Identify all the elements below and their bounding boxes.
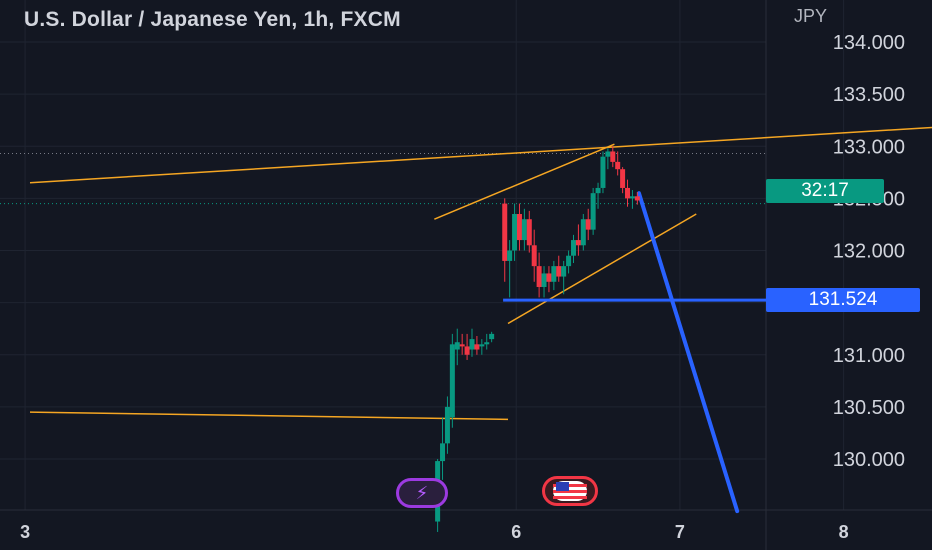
candle-body [595, 187, 601, 194]
candle-body [605, 151, 611, 157]
x-tick-label: 3 [20, 522, 30, 542]
candle-body [449, 344, 455, 418]
us-flag-icon[interactable] [542, 476, 598, 506]
level-price-badge: 131.524 [766, 288, 920, 312]
candle-body [479, 344, 485, 347]
candle-body [459, 344, 465, 347]
trendlines [0, 126, 932, 514]
candle-body [610, 151, 616, 162]
y-tick-label: 131.000 [833, 345, 905, 367]
candle-body [590, 193, 596, 230]
time-axis[interactable]: 3 6 7 8 [20, 522, 849, 542]
trendline-2 [507, 213, 697, 325]
candle-body [512, 214, 518, 251]
candle-body [464, 346, 470, 355]
candles [435, 146, 640, 532]
candle-body [615, 161, 621, 170]
candle-body [526, 219, 532, 246]
candle-body [580, 219, 586, 246]
candle-body [516, 214, 522, 241]
candle-body [531, 245, 537, 267]
candle-body [489, 333, 495, 340]
trendline-long [29, 126, 932, 184]
candle-body [440, 443, 446, 462]
us-flag-icon-graphic [553, 481, 587, 501]
y-tick-label: 133.500 [833, 84, 905, 106]
candle-body [561, 266, 567, 277]
currency-label: JPY [794, 6, 828, 26]
candle-body [546, 273, 552, 282]
y-tick-label: 130.000 [833, 449, 905, 471]
projection-line [636, 191, 740, 514]
candle-body [444, 406, 450, 444]
lightning-icon[interactable]: ⚡ [396, 478, 448, 508]
candle-body [541, 273, 547, 287]
candle-body [469, 339, 475, 350]
candle-body [551, 266, 557, 282]
candle-body [575, 240, 581, 246]
x-tick-label: 8 [839, 522, 849, 542]
candle-body [634, 196, 640, 201]
y-tick-label: 134.000 [833, 32, 905, 54]
candle-body [585, 219, 591, 230]
candle-body [566, 255, 572, 267]
y-tick-label: 133.000 [833, 136, 905, 158]
trendline-1 [434, 143, 615, 220]
y-tick-label: 130.500 [833, 397, 905, 419]
trendline-3 [29, 411, 509, 421]
candle-body [521, 219, 527, 241]
candle-body [474, 344, 480, 350]
candle-body [570, 240, 576, 256]
candle-body [507, 250, 513, 261]
countdown-badge: 32:17 [766, 179, 884, 203]
candle-body [625, 187, 631, 199]
y-tick-label: 132.000 [833, 241, 905, 263]
chart-title: U.S. Dollar / Japanese Yen, 1h, FXCM [24, 8, 401, 31]
x-tick-label: 7 [675, 522, 685, 542]
candle-body [454, 342, 460, 350]
candle-body [502, 203, 508, 261]
candle-body [556, 266, 562, 277]
candle-body [600, 156, 606, 188]
candle-body [536, 266, 542, 287]
candle-body [484, 342, 490, 345]
candle-body [629, 196, 635, 199]
x-tick-label: 6 [511, 522, 521, 542]
price-axis[interactable]: 134.000133.500133.000132.500132.000131.5… [833, 32, 905, 471]
candle-body [620, 169, 626, 188]
